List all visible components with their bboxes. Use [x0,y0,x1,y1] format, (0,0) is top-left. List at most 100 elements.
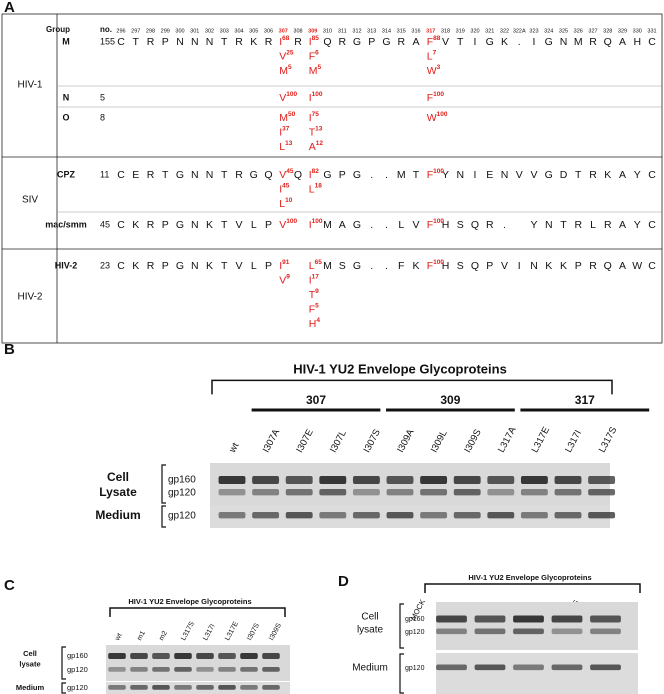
residue: Q [471,219,479,231]
residue: K [132,260,139,272]
residue: P [368,36,375,48]
residue: G [486,36,494,48]
lysate-label: Cell [107,470,129,484]
lane-label: I307E [294,428,315,455]
band-gp160 [130,653,148,659]
position-header: 316 [411,28,420,34]
residue: T [413,169,420,181]
variant-residue: I [279,126,282,138]
band-gp120 [453,489,481,496]
variant-percent: 9 [315,288,319,295]
residue: N [456,169,464,181]
variant-residue: L [309,183,315,195]
variant-residue: V [279,92,286,104]
variant-residue: F [427,260,433,272]
band-gp120 [551,628,583,635]
residue: P [339,169,346,181]
residue: A [619,219,626,231]
residue: P [162,219,169,231]
band-gp120 [588,489,616,496]
variant-percent: 5 [288,64,292,71]
variant-residue: V [279,274,286,286]
variant: L65 [309,259,322,272]
variant-percent: 50 [288,111,296,118]
lane-label: L317A [496,425,519,455]
group-label: N [63,92,70,102]
band-gp120 [520,489,548,496]
band-gp160 [240,653,258,659]
variant-residue: I [309,169,312,181]
variant-residue: T [309,126,316,138]
position-header: 307 [279,28,288,34]
variant: V100 [279,218,297,231]
residue: H [633,36,641,48]
residue: Q [604,36,612,48]
medium-label: Medium [352,663,388,674]
band-gp120 [554,489,582,496]
residue: G [353,260,361,272]
band-gp160 [152,653,170,659]
variant-residue: W [427,65,437,77]
residue: Q [471,260,479,272]
blot-title: HIV-1 YU2 Envelope Glycoproteins [468,573,591,582]
residue: C [117,36,125,48]
residue: M [397,169,406,181]
residue: I [518,260,521,272]
position-header: 311 [338,28,347,34]
lane-label: L317E [530,425,553,454]
variant-percent: 13 [315,125,323,132]
residue: Y [442,169,449,181]
band-gp160 [174,653,192,659]
variant-residue: I [309,219,312,231]
residue: V [235,219,242,231]
section-label: HIV-2 [17,292,42,303]
band-medium [436,664,467,671]
variant-residue: F [427,36,433,48]
variant-percent: 6 [315,49,319,56]
variant-residue: W [427,112,437,124]
variant-residue: H [309,318,317,330]
position-header: 313 [367,28,376,34]
lysate-label: Cell [23,649,37,658]
variant: I100 [309,218,323,231]
band-gp160 [513,615,544,623]
variant-percent: 100 [433,218,444,225]
residue: T [560,219,567,231]
residue: I [474,169,477,181]
band-gp120 [196,667,214,672]
band-medium [513,664,544,671]
group-label: 317 [575,393,595,407]
residue: C [117,260,125,272]
position-header: 320 [470,28,479,34]
band-medium [474,664,506,671]
lane-label: I309S [268,622,283,642]
residue: R [397,36,405,48]
variant: F100 [427,91,445,104]
variant-percent: 100 [433,259,444,266]
variant-percent: 100 [286,218,297,225]
medium-label: Medium [95,508,140,522]
variant: M50 [279,111,295,124]
variant: I17 [309,273,320,286]
residue: A [619,36,626,48]
variant: I45 [279,182,290,195]
band-gp160 [218,653,236,659]
residue: L [590,219,596,231]
sequence-count: 155 [100,36,115,46]
residue: H [442,219,450,231]
residue: T [133,36,140,48]
residue: . [518,36,521,48]
residue: N [206,36,214,48]
band-label: gp120 [168,488,196,499]
band-label: gp160 [67,651,88,660]
band-gp120 [420,489,448,496]
variant-percent: 3 [437,64,441,71]
band-gp160 [196,653,214,659]
position-header: 319 [456,28,465,34]
residue: R [589,36,597,48]
position-header: 322 [500,28,509,34]
residue: P [486,260,493,272]
residue: N [191,169,199,181]
variant: W100 [427,111,448,124]
